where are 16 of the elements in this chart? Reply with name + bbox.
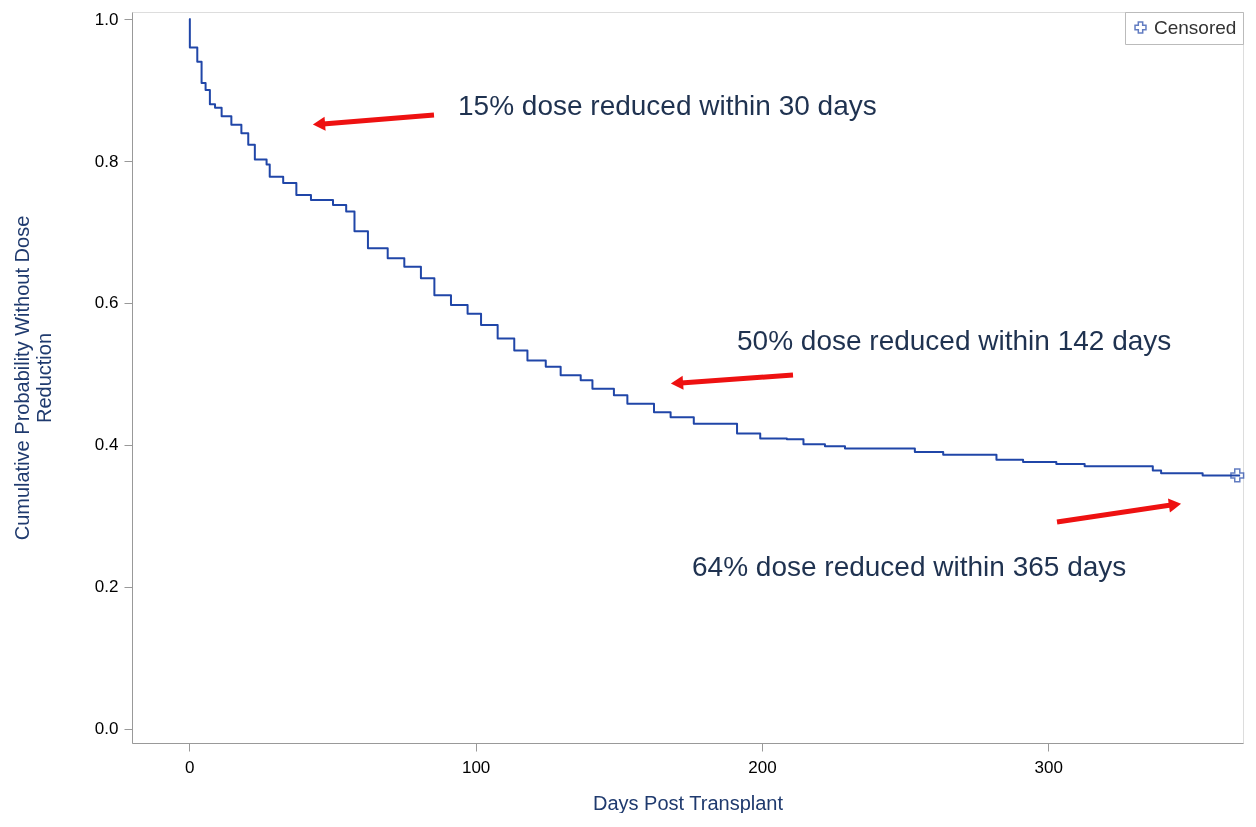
annotation: 50% dose reduced within 142 days: [737, 325, 1172, 356]
legend-label: Censored: [1154, 16, 1237, 38]
y-tick-label: 0.0: [94, 719, 119, 739]
x-tick-label: 100: [461, 757, 491, 777]
y-tick-label: 0.8: [94, 151, 119, 171]
x-tick-label: 200: [748, 757, 777, 777]
annotation: 15% dose reduced within 30 days: [458, 90, 877, 121]
y-tick-label: 1.0: [94, 9, 119, 29]
annotation: 64% dose reduced within 365 days: [692, 551, 1127, 582]
y-axis-title: Cumulative Probability Without Dose Reduction: [10, 215, 55, 541]
x-axis-title: Days Post Transplant: [592, 791, 784, 814]
y-tick-label: 0.4: [94, 435, 119, 455]
y-tick-label: 0.2: [94, 577, 119, 597]
x-tick-label: 0: [185, 757, 195, 777]
x-tick-label: 300: [1034, 757, 1063, 777]
y-tick-label: 0.6: [94, 293, 119, 313]
